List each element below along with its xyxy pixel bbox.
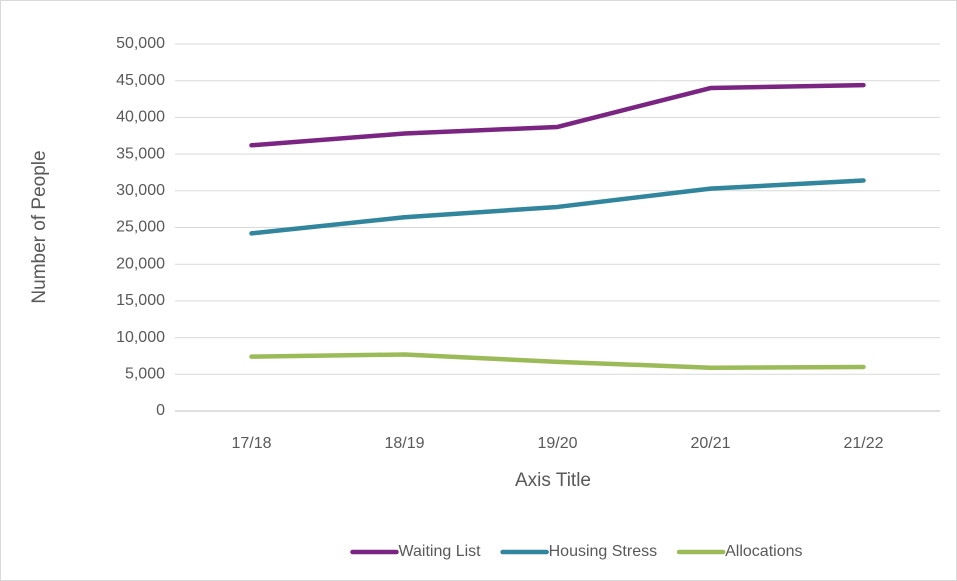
series-line [249,352,866,370]
y-tick-label: 45,000 [116,72,165,89]
y-tick-label: 0 [156,402,165,419]
legend-label: Housing Stress [549,543,658,560]
x-tick-label: 19/20 [537,435,577,452]
y-tick-label: 30,000 [116,182,165,199]
y-tick-label: 20,000 [116,255,165,272]
x-axis-title: Axis Title [515,470,591,491]
y-tick-label: 10,000 [116,329,165,346]
y-tick-label: 40,000 [116,109,165,126]
series-line [249,178,866,236]
y-tick-label: 50,000 [116,35,165,52]
series-line [249,82,866,148]
y-tick-label: 5,000 [125,366,165,383]
legend-label: Waiting List [399,543,482,560]
y-axis-title: Number of People [29,150,50,303]
y-tick-label: 25,000 [116,219,165,236]
legend-label: Allocations [725,543,802,560]
y-tick-label: 15,000 [116,292,165,309]
y-tick-label: 35,000 [116,145,165,162]
x-tick-label: 17/18 [231,435,271,452]
x-tick-label: 21/22 [843,435,883,452]
x-tick-label: 18/19 [384,435,424,452]
x-tick-label: 20/21 [690,435,730,452]
